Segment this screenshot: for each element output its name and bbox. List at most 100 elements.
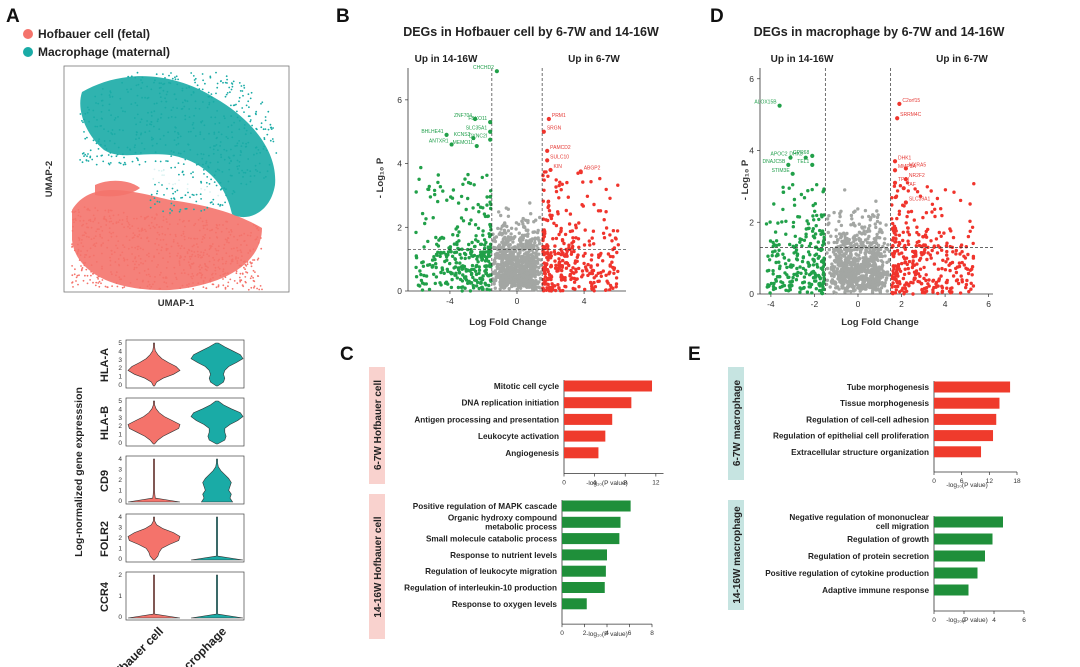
umap-point-macrophage: [166, 90, 169, 93]
volcano-point-up: [903, 247, 908, 251]
volcano-point-up: [542, 245, 546, 249]
umap-point-hofbauer: [134, 257, 136, 260]
volcano-point-up: [890, 283, 894, 288]
umap-point-macrophage: [135, 123, 138, 126]
umap-point-hofbauer: [112, 214, 115, 217]
umap-point-hofbauer: [140, 262, 142, 264]
umap-point-hofbauer: [196, 273, 199, 275]
umap-point-macrophage: [140, 87, 143, 90]
umap-point-hofbauer: [236, 246, 238, 249]
volcano-point-down: [418, 269, 422, 273]
umap-point-macrophage: [141, 142, 143, 145]
volcano-point-ns: [529, 212, 533, 216]
volcano-point-up: [965, 278, 969, 283]
umap-point-macrophage: [211, 96, 213, 99]
umap-point-hofbauer: [86, 274, 89, 277]
volcano-point-up: [968, 202, 972, 206]
volcano-point-ns: [522, 256, 526, 260]
umap-point-hofbauer: [174, 233, 177, 236]
volcano-point-down: [822, 280, 826, 284]
volcano-point-up: [943, 188, 948, 192]
gene-label-down: CHCHD2: [473, 65, 494, 71]
volcano-point-up: [930, 202, 935, 206]
umap-point-macrophage: [200, 210, 203, 212]
umap-point-hofbauer: [198, 265, 201, 268]
volcano-point-ns: [493, 286, 497, 290]
volcano-point-up: [924, 278, 928, 283]
umap-point-hofbauer: [252, 279, 255, 282]
volcano-labeled-point-up: [903, 177, 908, 182]
volcano-point-up: [547, 209, 552, 213]
volcano-point-down: [805, 219, 809, 223]
volcano-point-down: [813, 271, 817, 275]
volcano-point-up: [913, 187, 917, 191]
volcano-point-up: [915, 230, 919, 235]
umap-point-hofbauer: [254, 271, 256, 273]
umap-point-hofbauer: [80, 265, 82, 267]
volcano-point-ns: [853, 224, 857, 228]
umap-point-macrophage: [170, 116, 173, 118]
go-term-label: Regulation of cell-cell adhesion: [806, 415, 929, 424]
umap-point-macrophage: [214, 170, 217, 173]
volcano-point-up: [938, 245, 942, 250]
umap-point-hofbauer: [95, 261, 98, 263]
umap-point-hofbauer: [200, 266, 203, 269]
volcano-point-ns: [513, 275, 518, 279]
volcano-point-up: [583, 265, 588, 269]
volcano-point-down: [485, 203, 489, 207]
umap-point-macrophage: [230, 82, 233, 84]
go-term-label: Tube morphogenesis: [847, 383, 930, 392]
volcano-point-ns: [873, 283, 877, 287]
volcano-point-down: [798, 265, 802, 269]
volcano-point-down: [419, 272, 423, 277]
volcano-point-down: [815, 262, 819, 267]
volcano-point-ns: [852, 256, 857, 260]
umap-point-hofbauer: [167, 227, 169, 230]
volcano-point-ns: [863, 265, 867, 270]
umap-point-hofbauer: [230, 229, 233, 232]
volcano-labeled-point-up: [578, 169, 583, 174]
volcano-point-ns: [837, 277, 841, 281]
umap-point-macrophage: [134, 102, 137, 104]
go-term-label: Regulation of protein secretion: [808, 552, 929, 561]
go-term-label: Regulation of leukocyte migration: [425, 567, 557, 576]
umap-point-macrophage: [194, 135, 197, 137]
umap-point-hofbauer: [252, 276, 255, 279]
x-tick-label: 4: [582, 296, 587, 306]
umap-point-hofbauer: [227, 237, 230, 239]
volcano-point-ns: [840, 263, 845, 267]
volcano-point-ns: [492, 236, 497, 240]
umap-point-hofbauer: [213, 259, 216, 261]
umap-point-hofbauer: [89, 247, 92, 250]
volcano-point-down: [440, 251, 444, 255]
umap-point-macrophage: [194, 81, 197, 84]
umap-point-hofbauer: [172, 240, 175, 243]
umap-point-hofbauer: [83, 264, 86, 267]
volcano-point-ns: [828, 271, 832, 275]
volcano-point-up: [935, 196, 940, 201]
volcano-point-up: [574, 267, 578, 271]
volcano-point-up: [915, 190, 920, 194]
volcano-point-ns: [500, 233, 504, 237]
volcano-point-ns: [511, 280, 515, 284]
umap-point-macrophage: [269, 123, 272, 126]
umap-point-hofbauer: [148, 255, 150, 258]
umap-point-hofbauer: [162, 219, 165, 222]
umap-point-macrophage: [208, 132, 210, 135]
volcano-point-ns: [521, 216, 525, 221]
umap-point-hofbauer: [225, 220, 228, 223]
umap-point-macrophage: [195, 193, 198, 196]
umap-point-macrophage: [188, 86, 191, 89]
umap-point-macrophage: [97, 148, 100, 150]
volcano-point-up: [608, 283, 613, 288]
umap-point-hofbauer: [250, 262, 253, 265]
umap-point-hofbauer: [144, 260, 147, 262]
volcano-point-ns: [830, 262, 834, 266]
umap-point-macrophage: [225, 149, 228, 152]
umap-point-hofbauer: [260, 247, 263, 250]
volcano-point-ns: [826, 241, 831, 245]
umap-point-macrophage: [225, 93, 228, 96]
umap-point-hofbauer: [113, 251, 116, 254]
umap-hofbauer-islet: [95, 180, 140, 197]
umap-point-macrophage: [109, 96, 111, 98]
